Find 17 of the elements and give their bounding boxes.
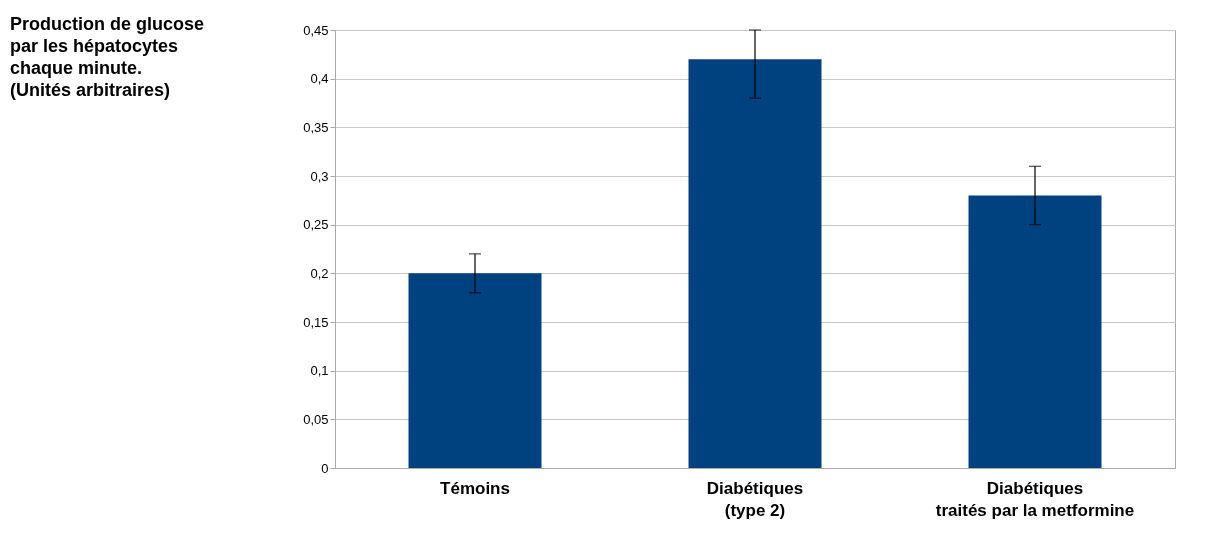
- y-tick-label: 0,05: [303, 411, 329, 427]
- y-tick-label: 0,25: [303, 217, 329, 233]
- y-tick-label: 0,15: [303, 314, 329, 330]
- bar: [408, 273, 542, 468]
- x-tick-label: Témoins: [440, 478, 510, 498]
- bar: [968, 195, 1102, 468]
- text: Production de glucose par les hépatocytes chaque minute. (Unités arbitraires): [10, 14, 205, 100]
- x-tick-label: Diabétiques traités par la metformine: [935, 478, 1135, 520]
- y-tick-label: 0: [321, 460, 329, 476]
- y-tick-label: 0,3: [310, 168, 329, 184]
- x-tick-label: Diabétiques (type 2): [706, 478, 804, 520]
- y-tick-label: 0,1: [310, 363, 329, 379]
- y-tick-label: 0,4: [310, 71, 329, 87]
- y-tick-label: 0,35: [303, 119, 329, 135]
- bar: [688, 59, 822, 468]
- y-tick-label: 0,2: [310, 265, 329, 281]
- y-tick-label: 0,45: [303, 22, 329, 38]
